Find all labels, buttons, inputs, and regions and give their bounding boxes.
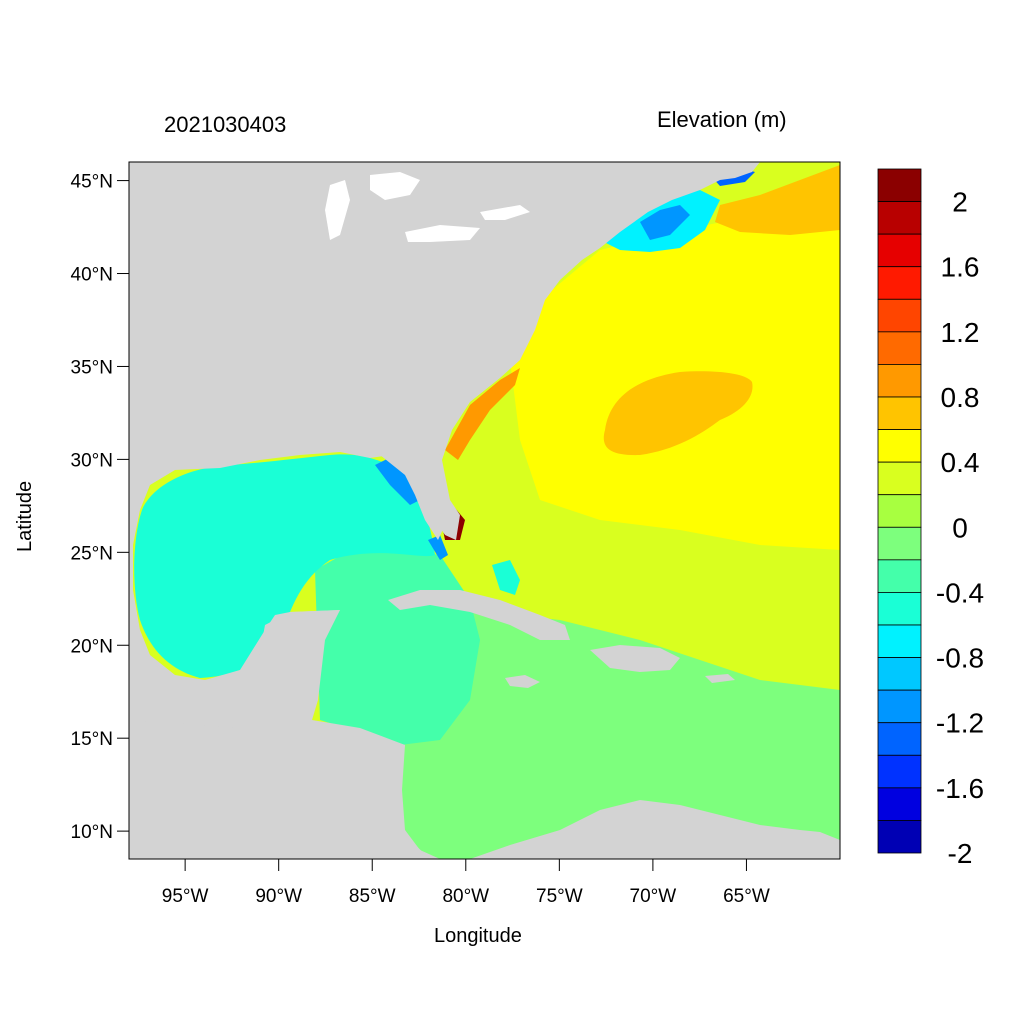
- florida-south-blue: [428, 535, 448, 560]
- y-tick-label: 35°N: [71, 357, 113, 378]
- colorbar-label: -1.2: [936, 708, 984, 739]
- colorbar-label: 2: [952, 187, 968, 218]
- colorbar-label: 1.2: [941, 317, 980, 348]
- map-layer: [129, 162, 840, 859]
- y-tick-label: 25°N: [71, 543, 113, 564]
- puerto-rico-land: [705, 674, 735, 683]
- colorbar-swatch: [877, 657, 922, 691]
- colorbar-label: -0.8: [936, 643, 984, 674]
- x-tick-label: 85°W: [349, 886, 396, 907]
- x-tick-label: 95°W: [162, 886, 209, 907]
- colorbar-swatch: [877, 233, 922, 268]
- colorbar-swatch: [877, 526, 922, 561]
- colorbar-label: -2: [948, 838, 973, 869]
- variable-title: Elevation (m): [657, 107, 787, 132]
- colorbar-swatch: [877, 722, 922, 756]
- cuba-land: [388, 590, 570, 640]
- colorbar-swatch: [877, 820, 922, 854]
- x-axis-label: Longitude: [434, 925, 522, 947]
- south-america-land: [470, 800, 840, 859]
- colorbar-swatch: [877, 689, 922, 724]
- x-tick-label: 75°W: [536, 886, 583, 907]
- colorbar-label: 0.8: [941, 382, 980, 413]
- x-tick-label: 90°W: [255, 886, 302, 907]
- x-tick-label: 70°W: [630, 886, 677, 907]
- colorbar-label: 1.6: [941, 252, 980, 283]
- northeast-orange: [715, 165, 840, 235]
- date-title: 2021030403: [164, 112, 287, 137]
- colorbar-swatch: [877, 168, 922, 202]
- x-axis-ticks: 95°W 90°W 85°W 80°W 75°W 70°W 65°W: [162, 859, 770, 907]
- y-tick-label: 45°N: [71, 172, 113, 193]
- gulf-of-mexico: [134, 454, 435, 678]
- great-lakes: [325, 172, 530, 242]
- colorbar: [877, 168, 922, 854]
- colorbar-swatch: [877, 331, 922, 365]
- southeast-coast-orange: [445, 368, 520, 460]
- colorbar-swatch: [877, 559, 922, 593]
- jamaica-land: [505, 675, 540, 688]
- colorbar-swatch: [877, 429, 922, 463]
- colorbar-swatch: [877, 461, 922, 496]
- northeast-blue: [640, 205, 690, 240]
- y-tick-label: 20°N: [71, 636, 113, 657]
- colorbar-swatch: [877, 787, 922, 821]
- colorbar-swatch: [877, 624, 922, 658]
- hispaniola-land: [590, 645, 680, 672]
- y-tick-label: 10°N: [71, 822, 113, 843]
- colorbar-labels: 2 1.6 1.2 0.8 0.4 0 -0.4 -0.8 -1.2 -1.6 -2: [936, 187, 984, 869]
- florida-land: [380, 452, 448, 540]
- central-america-land: [129, 720, 430, 859]
- caribbean-sea: [400, 610, 840, 859]
- y-tick-label: 40°N: [71, 265, 113, 286]
- florida-west-blue: [375, 455, 420, 505]
- bahamas-cyan: [492, 560, 520, 595]
- y-tick-label: 15°N: [71, 729, 113, 750]
- colorbar-swatch: [877, 592, 922, 626]
- x-tick-label: 65°W: [723, 886, 770, 907]
- colorbar-swatch: [877, 396, 922, 430]
- yucatan-land: [255, 610, 340, 720]
- colorbar-label: -1.6: [936, 773, 984, 804]
- colorbar-label: 0: [952, 512, 968, 543]
- plot-frame: [128, 161, 841, 860]
- colorbar-swatch: [877, 298, 922, 333]
- y-tick-label: 30°N: [71, 450, 113, 471]
- colorbar-swatch: [877, 266, 922, 300]
- colorbar-label: -0.4: [936, 577, 984, 608]
- colorbar-swatch: [877, 364, 922, 398]
- colorbar-swatch: [877, 494, 922, 528]
- colorbar-swatch: [877, 754, 922, 789]
- colorbar-swatch: [877, 201, 922, 235]
- y-axis-ticks: 45°N 40°N 35°N 30°N 25°N 20°N 15°N 10°N: [71, 172, 129, 843]
- atlantic-orange-blob: [603, 371, 753, 456]
- x-tick-label: 80°W: [442, 886, 489, 907]
- colorbar-label: 0.4: [941, 447, 980, 478]
